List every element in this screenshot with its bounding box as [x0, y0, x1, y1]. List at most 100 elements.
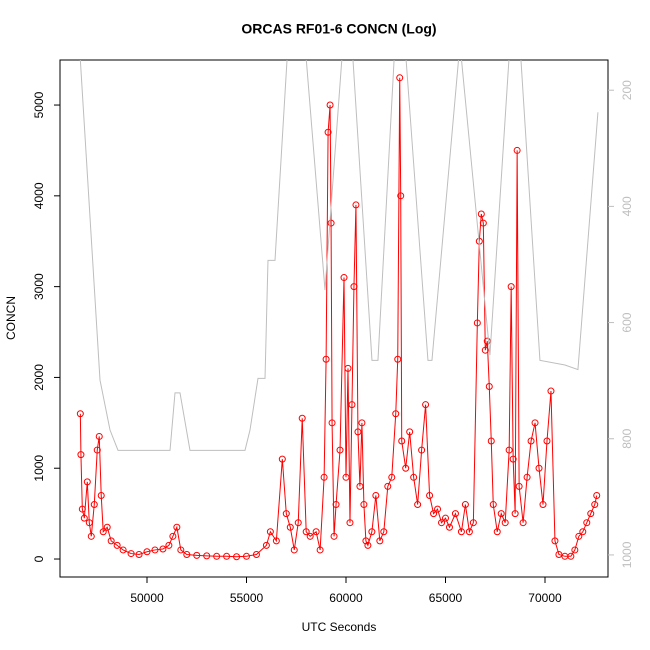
data-point: [539, 501, 547, 509]
data-point: [252, 550, 260, 558]
data-point: [362, 537, 370, 545]
data-point: [78, 505, 86, 513]
data-point: [350, 283, 358, 291]
data-point: [376, 537, 384, 545]
data-point: [388, 473, 396, 481]
y-tick-label: 4000: [32, 182, 46, 209]
data-point: [523, 473, 531, 481]
data-point: [547, 387, 555, 395]
data-point: [159, 545, 167, 553]
data-point: [262, 541, 270, 549]
data-point: [87, 532, 95, 540]
data-point: [392, 410, 400, 418]
data-point: [479, 219, 487, 227]
data-point: [422, 401, 430, 409]
y-axis-label: CONCN: [4, 296, 18, 340]
data-point: [410, 473, 418, 481]
y-tick-label: 0: [32, 555, 46, 562]
data-point: [591, 501, 599, 509]
y-tick-label: 5000: [32, 91, 46, 118]
data-point: [344, 364, 352, 372]
data-point: [394, 355, 402, 363]
data-point: [531, 419, 539, 427]
data-point: [477, 210, 485, 218]
data-point: [501, 519, 509, 527]
data-point: [583, 519, 591, 527]
data-point: [312, 528, 320, 536]
data-point: [322, 355, 330, 363]
data-point: [306, 532, 314, 540]
data-point: [336, 446, 344, 454]
data-point: [497, 510, 505, 518]
data-point: [397, 192, 405, 200]
data-point: [113, 541, 121, 549]
y2-tick-label: 400: [620, 196, 634, 216]
data-point: [364, 541, 372, 549]
data-point: [575, 532, 583, 540]
data-point: [465, 528, 473, 536]
data-point: [473, 319, 481, 327]
data-point: [457, 528, 465, 536]
data-line: [79, 77, 598, 558]
y2-tick-label: 1000: [620, 541, 634, 568]
data-point: [165, 541, 173, 549]
data-point: [332, 501, 340, 509]
data-point: [487, 437, 495, 445]
data-point: [511, 510, 519, 518]
plot-area: [76, 60, 601, 561]
y2-tick-label: 200: [620, 80, 634, 100]
data-point: [328, 419, 336, 427]
data-point: [509, 455, 517, 463]
data-point: [294, 519, 302, 527]
data-point: [213, 552, 221, 560]
data-point: [587, 510, 595, 518]
x-axis-label: UTC Seconds: [302, 620, 377, 634]
data-point: [177, 546, 185, 554]
data-point: [302, 528, 310, 536]
data-point: [406, 428, 414, 436]
data-point: [119, 546, 127, 554]
data-point: [85, 519, 93, 527]
data-point: [320, 473, 328, 481]
data-point: [127, 550, 135, 558]
x-tick-label: 65000: [429, 591, 463, 605]
data-point: [326, 101, 334, 109]
data-point: [286, 523, 294, 531]
data-point: [93, 446, 101, 454]
data-point: [485, 383, 493, 391]
data-point: [352, 201, 360, 209]
data-point: [90, 501, 98, 509]
y-tick-label: 3000: [32, 273, 46, 300]
data-point: [282, 510, 290, 518]
data-point: [571, 546, 579, 554]
data-point: [513, 146, 521, 154]
data-point: [360, 501, 368, 509]
data-point: [95, 432, 103, 440]
data-point: [298, 414, 306, 422]
data-point: [430, 510, 438, 518]
data-point: [272, 537, 280, 545]
data-point: [384, 482, 392, 490]
data-point: [83, 478, 91, 486]
data-point: [80, 514, 88, 522]
y-tick-label: 1000: [32, 455, 46, 482]
data-point: [543, 437, 551, 445]
secondary-line: [79, 60, 599, 451]
x-tick-label: 60000: [329, 591, 363, 605]
data-point: [330, 532, 338, 540]
data-point: [324, 128, 332, 136]
data-point: [527, 437, 535, 445]
data-point: [316, 546, 324, 554]
y-tick-label: 2000: [32, 364, 46, 391]
data-point: [99, 528, 107, 536]
data-point: [451, 510, 459, 518]
data-point: [483, 337, 491, 345]
data-point: [396, 74, 404, 82]
data-point: [151, 546, 159, 554]
data-point: [135, 550, 143, 558]
data-point: [593, 491, 601, 499]
data-point: [342, 473, 350, 481]
data-point: [266, 528, 274, 536]
data-point: [507, 283, 515, 291]
data-point: [358, 419, 366, 427]
